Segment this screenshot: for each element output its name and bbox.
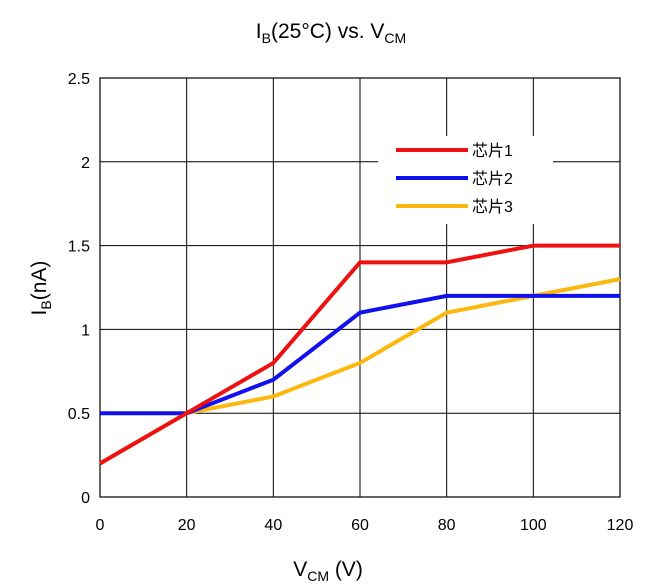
plot-frame — [99, 77, 621, 498]
chart-title: IB(25°C) vs. VCM — [256, 20, 406, 46]
series-lines — [98, 243, 621, 466]
x-axis-label: VCM (V) — [293, 558, 363, 584]
title-rest: (25°C) vs. V — [271, 20, 384, 43]
y-tick-label: 1.5 — [68, 239, 90, 256]
y-tick-label: 2.5 — [68, 71, 90, 88]
x-tick-label: 80 — [438, 517, 456, 534]
x-tick-label: 20 — [178, 517, 196, 534]
ylabel-sub: B — [38, 300, 54, 309]
y-axis-label: IB(nA) — [28, 261, 54, 316]
ylabel-main: I — [28, 310, 51, 316]
y-tick-label: 0.5 — [68, 406, 90, 423]
xlabel-main: V — [293, 558, 307, 581]
legend-label-2: 芯片2 — [472, 170, 513, 188]
legend: 芯片1 芯片2 芯片3 — [378, 136, 553, 224]
legend-label-1: 芯片1 — [472, 142, 513, 160]
title-sub: B — [262, 30, 271, 46]
y-tick-label: 2 — [81, 155, 90, 172]
x-tick-label: 0 — [96, 517, 105, 534]
x-tick-label: 100 — [520, 517, 547, 534]
x-tick-label: 120 — [607, 517, 634, 534]
title-sub2: CM — [384, 30, 406, 46]
xlabel-sub: CM — [307, 568, 329, 584]
xlabel-rest: (V) — [329, 558, 363, 581]
y-tick-label: 1 — [81, 322, 90, 339]
x-tick-label: 40 — [264, 517, 282, 534]
series-line-1 — [98, 243, 620, 466]
ylabel-rest: (nA) — [28, 261, 51, 301]
title-main: I — [256, 20, 262, 43]
y-tick-labels: 0 0.5 1 1.5 2 2.5 — [68, 71, 90, 507]
legend-label-3: 芯片3 — [472, 198, 513, 216]
y-tick-label: 0 — [81, 490, 90, 507]
x-tick-label: 60 — [351, 517, 369, 534]
x-tick-labels: 0 20 40 60 80 100 120 — [96, 517, 634, 534]
